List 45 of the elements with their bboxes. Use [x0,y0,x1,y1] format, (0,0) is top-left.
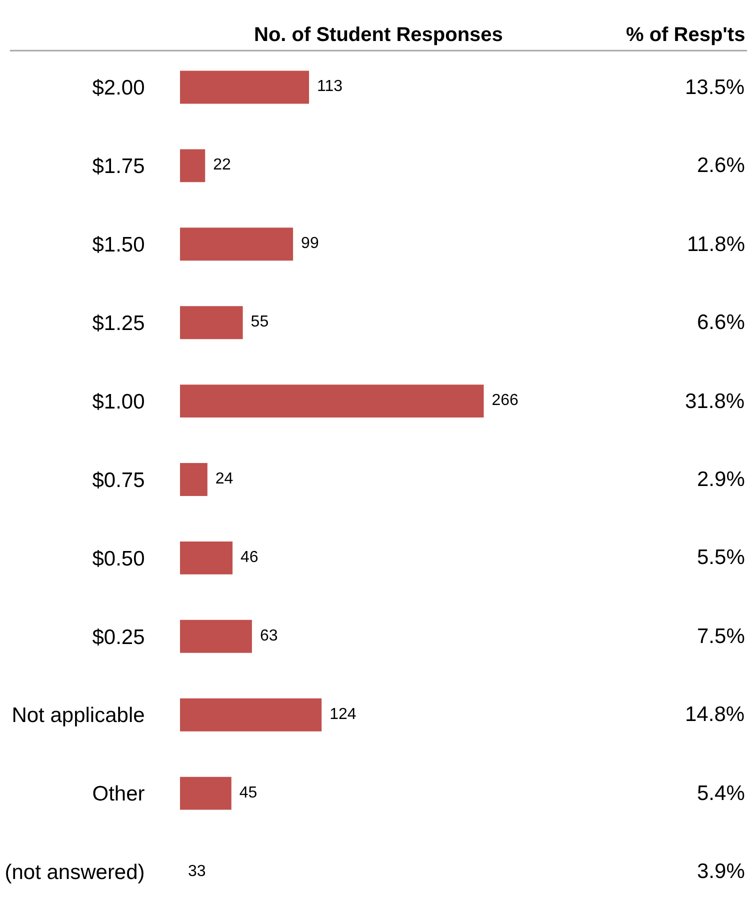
text: 2.6% [697,154,745,177]
text: 7.5% [697,625,745,648]
y-tick-label: $0.75 [92,468,145,492]
data-label: 55 [242,314,269,331]
data-label: 124 [322,706,356,723]
text: 33 [188,862,206,880]
text: % of Resp'ts [626,24,746,46]
text: 3.9% [697,860,745,883]
bar [180,463,208,496]
bar [180,698,322,732]
bar [180,620,252,653]
text: 14.8% [685,703,745,726]
y-tick-label: Not applicable [12,704,145,728]
bar [180,149,206,182]
data-label: 113 [309,78,343,96]
bar [180,70,310,104]
data-label: 63 [252,627,278,644]
bar [180,228,294,261]
bar [180,384,484,418]
data-label: 45 [231,784,258,802]
data-label: 266 [484,392,519,410]
text: 13.5% [685,76,745,99]
data-label: 99 [293,235,319,252]
y-tick-label: $1.00 [92,390,145,414]
chart-title: No. of Student Responses [254,24,503,46]
bar [180,306,243,340]
text: 6.6% [697,311,745,334]
y-tick-label: $1.25 [92,312,145,335]
data-label: 22 [205,156,232,174]
text: 2.9% [697,468,745,491]
y-tick-label: $1.50 [92,233,145,256]
text: 5.4% [697,782,745,805]
data-label: 24 [207,470,234,488]
y-tick-label: $0.50 [92,547,145,570]
bar [180,776,232,810]
text: 11.8% [687,233,745,256]
bar [180,541,233,574]
y-tick-label: Other [92,782,145,806]
y-tick-label: (not answered) [4,861,145,884]
text: 5.5% [697,546,745,569]
y-tick-label: $2.00 [92,76,145,100]
y-tick-label: $0.25 [92,626,145,649]
text: 31.8% [685,390,745,413]
y-tick-label: $1.75 [92,155,145,178]
data-label: 46 [232,548,258,566]
